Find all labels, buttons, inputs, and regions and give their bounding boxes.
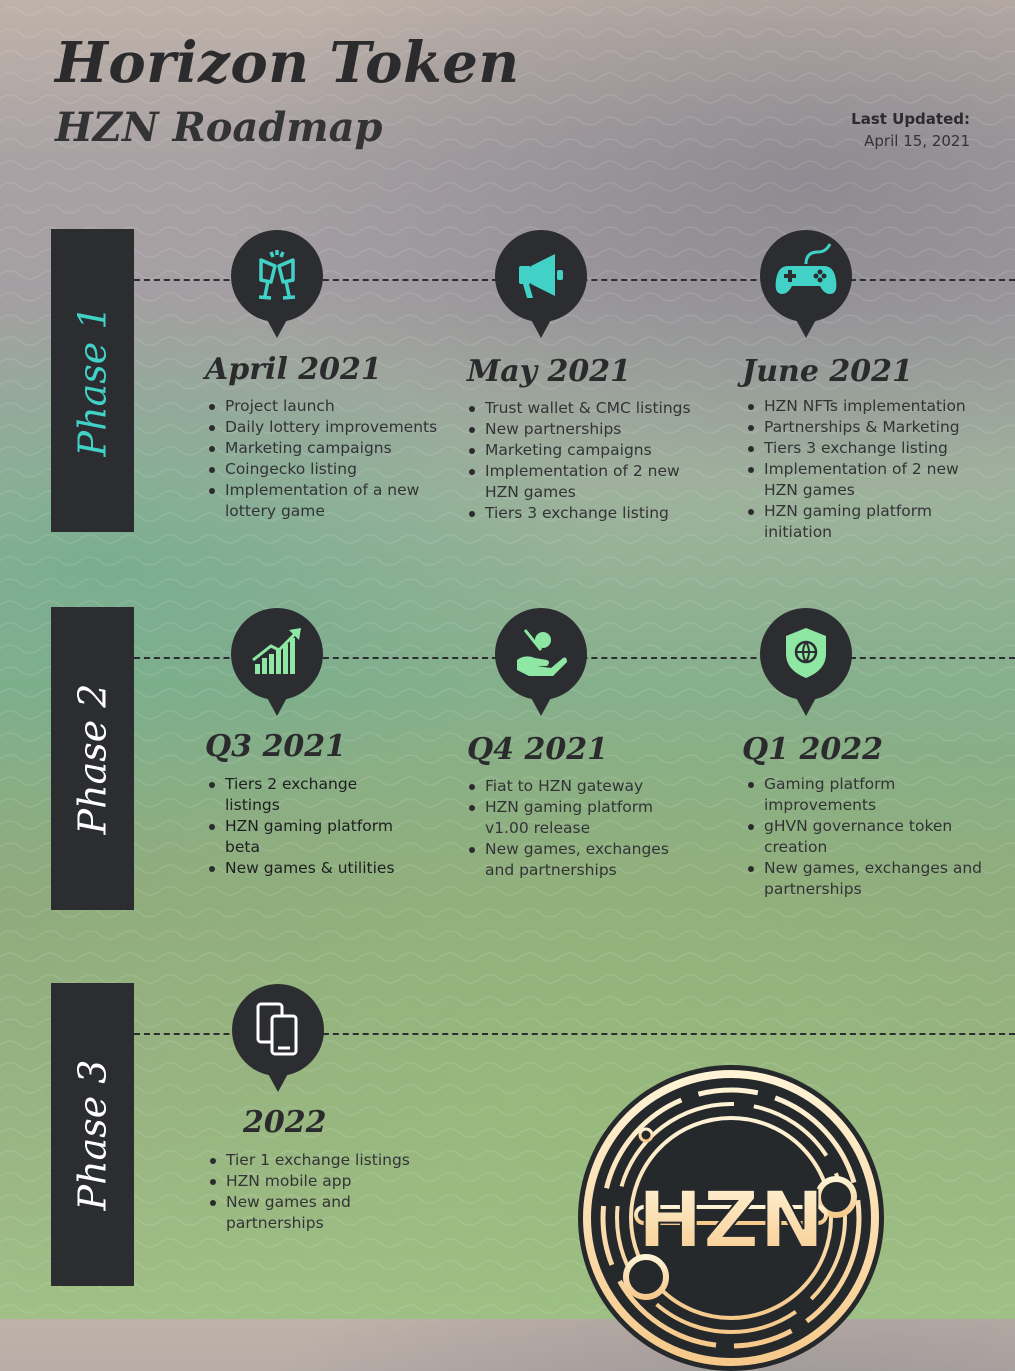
milestone-list-q3-2021: Tiers 2 exchange listings HZN gaming pla… [205, 774, 425, 879]
milestone-pin-q4-2021 [495, 608, 587, 716]
growth-chart-icon [252, 628, 301, 674]
milestone-pin-2022 [232, 984, 324, 1092]
milestone-list-2022: Tier 1 exchange listings HZN mobile app … [206, 1150, 456, 1234]
list-item: New games and partnerships [210, 1192, 386, 1234]
list-item: Gaming platform improvements [748, 774, 914, 816]
page-subtitle: HZN Roadmap [55, 104, 383, 151]
toast-glasses-icon [258, 250, 296, 300]
list-item: Implementation of 2 new HZN games [469, 461, 690, 503]
phase-3-label: Phase 3 [70, 1059, 115, 1210]
list-item: HZN mobile app [210, 1171, 456, 1192]
list-item: Partnerships & Marketing [748, 417, 999, 438]
list-item: HZN gaming platform beta [209, 816, 400, 858]
milestone-pin-q1-2022 [760, 608, 852, 716]
milestone-period-q4-2021: Q4 2021 [467, 732, 608, 767]
milestone-period-june-2021: June 2021 [742, 354, 913, 389]
list-item: New games & utilities [209, 858, 425, 879]
last-updated-date: April 15, 2021 [864, 132, 970, 150]
list-item: New partnerships [469, 419, 720, 440]
page-title: Horizon Token [55, 30, 520, 96]
last-updated-label: Last Updated: [851, 110, 970, 128]
milestone-list-may-2021: Trust wallet & CMC listings New partners… [465, 398, 720, 524]
milestone-period-q3-2021: Q3 2021 [205, 729, 346, 764]
milestone-list-q4-2021: Fiat to HZN gateway HZN gaming platform … [465, 776, 695, 881]
list-item: Tier 1 exchange listings [210, 1150, 456, 1171]
list-item: Fiat to HZN gateway [469, 776, 695, 797]
list-item: Tiers 2 exchange listings [209, 774, 365, 816]
milestone-pin-may-2021 [495, 230, 587, 338]
phase-3-timeline [134, 1033, 1015, 1035]
list-item: HZN NFTs implementation [748, 396, 999, 417]
milestone-pin-q3-2021 [231, 608, 323, 716]
milestone-list-june-2021: HZN NFTs implementation Partnerships & M… [744, 396, 999, 543]
list-item: Implementation of 2 new HZN games [748, 459, 969, 501]
list-item: Project launch [209, 396, 465, 417]
list-item: Tiers 3 exchange listing [469, 503, 720, 524]
list-item: Tiers 3 exchange listing [748, 438, 999, 459]
milestone-period-may-2021: May 2021 [467, 354, 632, 389]
gamepad-icon [775, 243, 837, 294]
list-item: HZN gaming platform v1.00 release [469, 797, 660, 839]
phase-2-bar: Phase 2 [51, 607, 134, 910]
list-item: HZN gaming platform initiation [748, 501, 954, 543]
list-item: Implementation of a new lottery game [209, 480, 430, 522]
phase-2-label: Phase 2 [70, 683, 115, 834]
megaphone-icon [519, 254, 563, 298]
logo-text: HZN [637, 1176, 824, 1266]
list-item: Marketing campaigns [209, 438, 465, 459]
shield-globe-icon [786, 628, 826, 678]
milestone-period-april-2021: April 2021 [205, 352, 382, 387]
phase-3-bar: Phase 3 [51, 983, 134, 1286]
milestone-list-q1-2022: Gaming platform improvements gHVN govern… [744, 774, 1004, 900]
milestone-period-2022: 2022 [243, 1105, 327, 1140]
phase-1-label: Phase 1 [70, 305, 115, 456]
hand-coin-icon [517, 629, 567, 676]
phase-1-bar: Phase 1 [51, 229, 134, 532]
list-item: Daily lottery improvements [209, 417, 465, 438]
list-item: New games, exchanges and partnerships [748, 858, 989, 900]
list-item: Marketing campaigns [469, 440, 720, 461]
list-item: Coingecko listing [209, 459, 465, 480]
list-item: gHVN governance token creation [748, 816, 964, 858]
list-item: New games, exchanges and partnerships [469, 839, 675, 881]
milestone-pin-april-2021 [231, 230, 323, 338]
mobile-devices-icon [256, 1002, 298, 1056]
milestone-pin-june-2021 [760, 230, 852, 338]
hzn-logo: HZN [578, 1065, 884, 1371]
milestone-list-april-2021: Project launch Daily lottery improvement… [205, 396, 465, 522]
milestone-period-q1-2022: Q1 2022 [742, 732, 883, 767]
list-item: Trust wallet & CMC listings [469, 398, 720, 419]
